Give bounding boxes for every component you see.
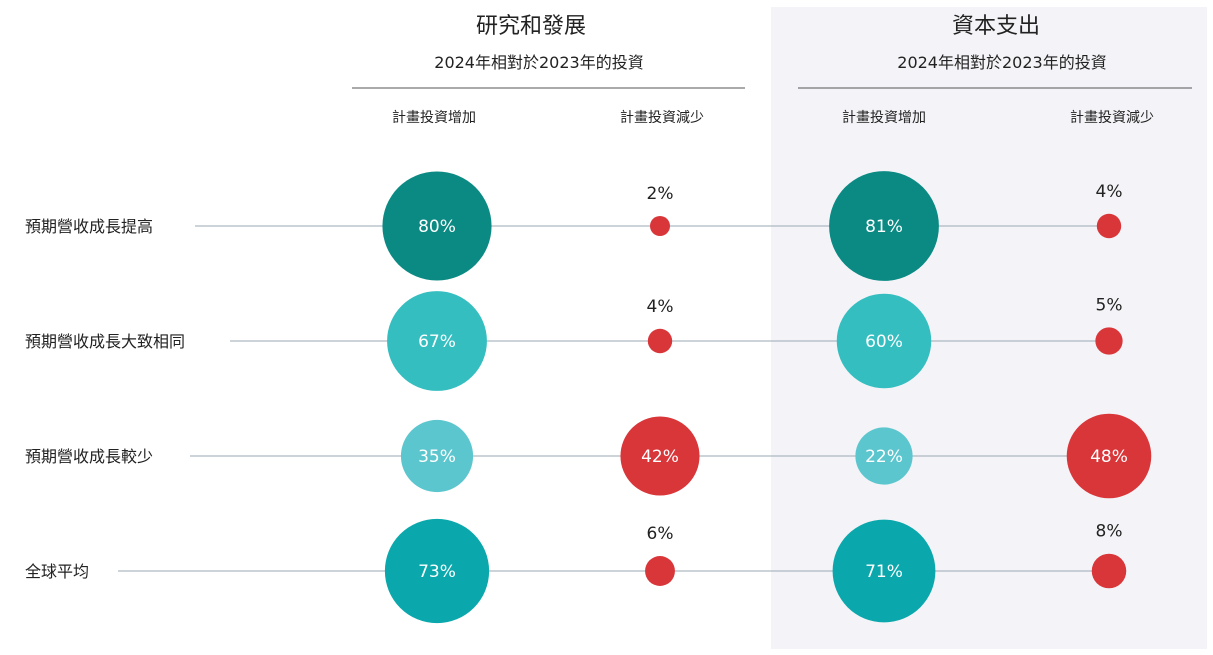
row-label: 預期營收成長大致相同 <box>25 332 185 351</box>
column-header-capex-decrease: 計畫投資減少 <box>1070 109 1154 126</box>
data-label: 81% <box>865 217 903 237</box>
row-label: 全球平均 <box>25 562 89 581</box>
data-label: 2% <box>647 184 674 204</box>
data-label: 4% <box>1096 182 1123 202</box>
bubble-capex-increase <box>832 519 936 623</box>
group-2-title: 資本支出 <box>952 14 1040 39</box>
data-label: 67% <box>418 332 456 352</box>
data-label: 42% <box>641 447 679 467</box>
data-label: 48% <box>1090 447 1128 467</box>
data-label: 80% <box>418 217 456 237</box>
column-header-rd-increase: 計畫投資增加 <box>392 110 476 126</box>
data-label: 8% <box>1096 522 1123 542</box>
bubble-capex-decrease <box>1066 413 1152 499</box>
data-label: 22% <box>865 447 903 467</box>
bubble-rd-decrease <box>620 416 700 496</box>
bubble-rd-increase <box>384 518 490 624</box>
data-label: 35% <box>418 447 456 467</box>
data-label: 71% <box>865 562 903 582</box>
bubble-rd-decrease <box>650 216 670 236</box>
row-label: 預期營收成長提高 <box>25 217 153 236</box>
row-label: 預期營收成長較少 <box>25 447 153 466</box>
data-label: 6% <box>647 524 674 544</box>
bubble-capex-decrease <box>1096 213 1122 239</box>
bubble-rd-decrease <box>647 328 673 354</box>
group-1-title: 研究和發展 <box>476 14 586 39</box>
data-label: 4% <box>647 297 674 317</box>
bubble-rd-increase <box>382 171 492 281</box>
bubble-capex-decrease <box>1095 327 1123 355</box>
bubble-capex-increase <box>836 293 932 389</box>
bubble-capex-decrease <box>1091 553 1127 589</box>
bubble-rd-decrease <box>645 556 675 586</box>
bubble-capex-increase <box>829 171 939 281</box>
bubbles: 80% 67% 35% 73% 2% 4% 42% 6% 81% 60% 22% 71% 4% 5% 48%… <box>382 171 1152 624</box>
group-1-subtitle: 2024年相對於2023年的投資 <box>434 53 643 72</box>
data-label: 73% <box>418 562 456 582</box>
group-2-subtitle: 2024年相對於2023年的投資 <box>897 53 1106 72</box>
data-label: 60% <box>865 332 903 352</box>
column-header-capex-increase: 計畫投資增加 <box>842 110 926 126</box>
data-label: 5% <box>1096 295 1123 315</box>
bubble-rd-increase <box>387 291 487 391</box>
column-header-rd-decrease: 計畫投資減少 <box>620 109 704 126</box>
bubble-capex-increase <box>855 427 913 485</box>
bubble-rd-increase <box>400 419 474 493</box>
